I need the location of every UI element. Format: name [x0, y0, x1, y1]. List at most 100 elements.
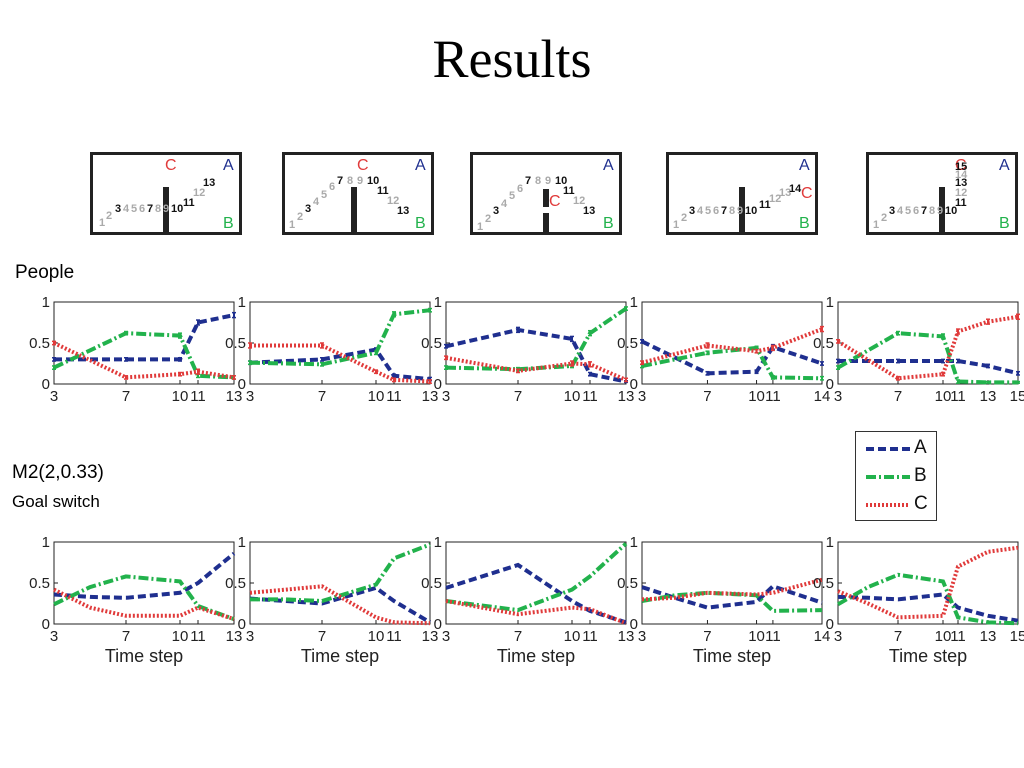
maze-step-label: 12	[769, 193, 782, 205]
maze-step-label: 10	[555, 175, 568, 187]
maze-step-label: 6	[713, 205, 720, 217]
series-line-a	[249, 585, 432, 625]
maze-step-label: 13	[397, 205, 410, 217]
slide-title: Results	[432, 29, 592, 89]
y-tick-label: 0.5	[813, 575, 834, 592]
x-tick-label: 11	[386, 628, 402, 645]
x-tick-label: 7	[894, 628, 902, 645]
x-tick-label: 11	[950, 628, 966, 645]
maze-step-label: 12	[955, 187, 968, 199]
maze-step-label: 6	[139, 203, 146, 215]
x-axis-label: Time step	[301, 646, 379, 666]
maze-step-label: 5	[131, 203, 138, 215]
maze-step-label: 12	[193, 187, 206, 199]
maze-step-label: 8	[535, 175, 542, 187]
plot-frame	[445, 541, 627, 625]
x-tick-label: 3	[50, 628, 58, 645]
maze-step-label: 4	[697, 205, 704, 217]
maze-step-label: 7	[921, 205, 928, 217]
plot-frame	[641, 541, 823, 625]
maze-step-label: 12	[387, 195, 400, 207]
maze-step-label: 7	[337, 175, 344, 187]
y-tick-label: 0	[826, 616, 834, 633]
legend-entry-b: B	[862, 464, 936, 490]
series-line-c	[445, 599, 627, 626]
legend-swatch-b	[866, 475, 910, 479]
x-tick-label: 15	[1010, 628, 1024, 645]
x-tick-label: 13	[226, 628, 243, 645]
series-line-b	[641, 590, 823, 613]
maze-step-label: 2	[106, 210, 113, 222]
y-tick-label: 0.5	[29, 575, 50, 592]
goal-label-c: C	[801, 185, 813, 202]
row-sublabel-model: Goal switch	[12, 492, 100, 511]
chart-panel: 00.513 7 10 11 14	[617, 294, 830, 405]
y-tick-label: 0.5	[421, 575, 442, 592]
x-tick-label: 7	[122, 388, 130, 405]
goal-label-a: A	[999, 157, 1010, 174]
x-tick-label: 10	[935, 388, 952, 405]
maze-step-label: 8	[729, 205, 736, 217]
maze-step-label: 10	[745, 205, 758, 217]
x-tick-label: 11	[582, 628, 598, 645]
x-tick-label: 3	[834, 628, 842, 645]
x-tick-label: 3	[442, 388, 450, 405]
x-tick-label: 3	[638, 388, 646, 405]
y-tick-label: 0.5	[29, 335, 50, 352]
x-axis-label: Time step	[497, 646, 575, 666]
maze-step-label: 1	[289, 219, 296, 231]
maze-step-label: 1	[873, 219, 880, 231]
maze-wall	[543, 213, 549, 233]
maze-step-label: 14	[955, 169, 968, 181]
x-tick-label: 11	[765, 628, 781, 645]
plot-frame	[641, 301, 823, 385]
maze-panel: A B C 1 2 3 4 5 6 7 8 9 10 11 12 13 14	[666, 152, 818, 235]
legend-swatch-a	[866, 447, 910, 451]
x-tick-label: 7	[703, 388, 711, 405]
x-tick-label: 7	[703, 628, 711, 645]
maze-step-label: 9	[737, 205, 744, 217]
maze-step-label: 3	[305, 203, 312, 215]
plot-frame	[837, 541, 1019, 625]
y-tick-label: 0.5	[421, 335, 442, 352]
series-line-b	[837, 331, 1018, 385]
x-tick-label: 10	[172, 628, 189, 645]
x-tick-label: 13	[422, 628, 439, 645]
x-tick-label: 3	[834, 388, 842, 405]
row-label-people: People	[15, 262, 75, 283]
y-tick-label: 0.5	[617, 575, 638, 592]
series-line-c	[837, 545, 1019, 620]
x-tick-label: 3	[50, 388, 58, 405]
y-tick-label: 1	[434, 534, 442, 551]
maze-step-label: 4	[123, 203, 130, 215]
maze-step-label: 2	[485, 213, 492, 225]
x-tick-label: 10	[172, 388, 189, 405]
chart-panel: 00.513 7 10 11 13	[225, 294, 438, 405]
maze-step-label: 6	[517, 183, 524, 195]
maze-step-label: 13	[583, 205, 596, 217]
maze-step-label: 11	[759, 199, 771, 211]
plot-frame	[53, 301, 235, 385]
maze-step-label: 3	[889, 205, 896, 217]
x-tick-label: 11	[765, 388, 781, 405]
series-line-a	[837, 592, 1019, 623]
maze-step-label: 4	[501, 198, 508, 210]
x-tick-label: 11	[950, 388, 966, 405]
series-line-c	[53, 587, 235, 622]
maze-step-label: 5	[705, 205, 712, 217]
maze-step-label: 8	[347, 175, 354, 187]
legend-entry-a: A	[862, 436, 936, 462]
x-tick-label: 10	[935, 628, 952, 645]
maze-wall	[739, 187, 745, 233]
goal-label-b: B	[799, 215, 810, 232]
maze-step-label: 4	[897, 205, 904, 217]
maze-step-label: 6	[329, 181, 336, 193]
maze-step-label: 9	[545, 175, 552, 187]
plot-frame	[445, 301, 627, 385]
chart-panel: 00.513 7 10 11 13	[421, 294, 634, 405]
maze-step-label: 2	[297, 211, 304, 223]
legend-label-c: C	[914, 493, 928, 514]
